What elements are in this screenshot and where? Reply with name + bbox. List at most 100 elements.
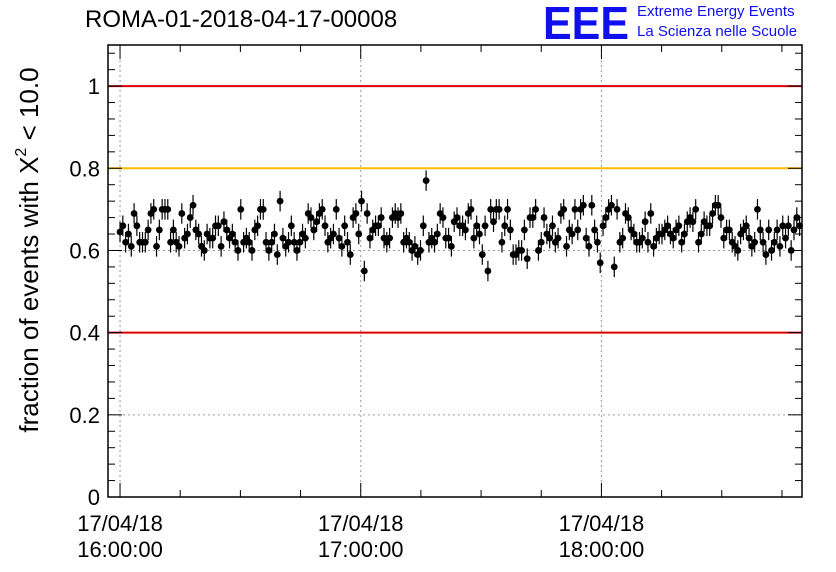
data-point: [228, 230, 236, 238]
x-tick-label-date: 17/04/18: [318, 511, 404, 536]
data-point: [518, 247, 525, 254]
data-point: [447, 242, 455, 250]
data-points: [116, 170, 803, 282]
data-point: [279, 234, 287, 242]
data-point: [756, 226, 764, 234]
data-point: [374, 222, 382, 230]
reference-lines: [108, 85, 802, 334]
data-point: [164, 205, 172, 213]
data-point: [506, 226, 514, 234]
data-point: [130, 210, 138, 217]
data-point: [681, 230, 688, 238]
data-point: [265, 247, 273, 254]
data-point: [397, 210, 405, 217]
data-point: [644, 238, 652, 246]
svg-text:EEE: EEE: [543, 2, 629, 42]
data-point: [262, 238, 270, 246]
data-point: [495, 205, 503, 213]
data-point: [332, 205, 340, 213]
y-axis: 0 0.2 0.4 0.6 0.8 1: [69, 52, 802, 510]
data-point: [779, 222, 787, 230]
data-point: [313, 218, 321, 226]
x-tick-label-time: 16:00:00: [77, 537, 163, 562]
data-point: [352, 210, 360, 217]
data-point: [377, 214, 385, 221]
data-point: [285, 238, 292, 246]
data-point: [546, 234, 554, 242]
data-point: [116, 228, 124, 236]
data-point: [141, 238, 149, 246]
data-point: [501, 222, 509, 230]
data-point: [602, 214, 610, 221]
data-point: [591, 226, 599, 234]
data-point: [338, 242, 346, 250]
data-point: [127, 242, 135, 250]
data-point: [613, 205, 621, 213]
data-point: [599, 222, 607, 230]
data-point: [745, 234, 753, 242]
data-point: [386, 234, 394, 242]
data-point: [582, 234, 590, 242]
data-point: [223, 226, 231, 234]
data-point: [571, 205, 579, 213]
data-point: [178, 210, 186, 217]
data-point: [742, 222, 750, 230]
data-point: [678, 238, 686, 246]
logo-line-1: Extreme Energy Events: [637, 3, 795, 20]
data-point: [554, 234, 562, 242]
data-point: [301, 234, 309, 242]
x-tick-label-time: 17:00:00: [318, 537, 404, 562]
data-point: [669, 234, 677, 242]
data-point: [529, 214, 537, 221]
data-point: [439, 214, 447, 221]
data-point: [330, 230, 337, 238]
data-point: [293, 247, 301, 254]
data-point: [790, 226, 798, 234]
data-point: [411, 242, 419, 250]
data-point: [476, 230, 483, 238]
y-tick-label: 1: [88, 74, 100, 99]
eee-logo: EEE: [543, 2, 629, 42]
data-point: [638, 234, 646, 242]
data-point: [153, 242, 160, 250]
data-point: [445, 234, 452, 242]
data-point: [689, 218, 697, 226]
data-point: [125, 230, 132, 238]
data-point: [759, 238, 767, 246]
data-point: [765, 226, 773, 234]
data-point: [714, 201, 722, 209]
data-point: [540, 214, 548, 221]
data-point: [268, 238, 276, 246]
data-point: [318, 205, 326, 213]
data-point: [773, 226, 781, 234]
data-point: [360, 267, 368, 275]
data-point: [579, 201, 587, 209]
data-point: [341, 222, 349, 230]
data-point: [366, 234, 374, 242]
data-point: [259, 205, 267, 213]
data-point: [692, 205, 700, 213]
data-point: [344, 238, 351, 246]
data-point: [417, 247, 424, 254]
data-point: [217, 242, 225, 250]
data-point: [776, 242, 784, 250]
data-point: [563, 242, 570, 250]
chart-title: ROMA-01-2018-04-17-00008: [85, 6, 398, 33]
data-point: [248, 247, 256, 254]
data-point: [537, 238, 545, 246]
data-point: [195, 230, 203, 238]
y-tick-label: 0: [88, 485, 100, 510]
data-point: [487, 205, 495, 213]
data-point: [431, 238, 438, 246]
data-point: [119, 222, 127, 230]
data-point: [175, 242, 183, 250]
data-point: [234, 247, 242, 254]
data-point: [568, 230, 576, 238]
data-point: [770, 238, 778, 246]
data-point: [310, 226, 318, 234]
data-point: [490, 218, 497, 226]
data-point: [470, 234, 478, 242]
data-point: [725, 226, 733, 234]
data-point: [405, 238, 413, 246]
